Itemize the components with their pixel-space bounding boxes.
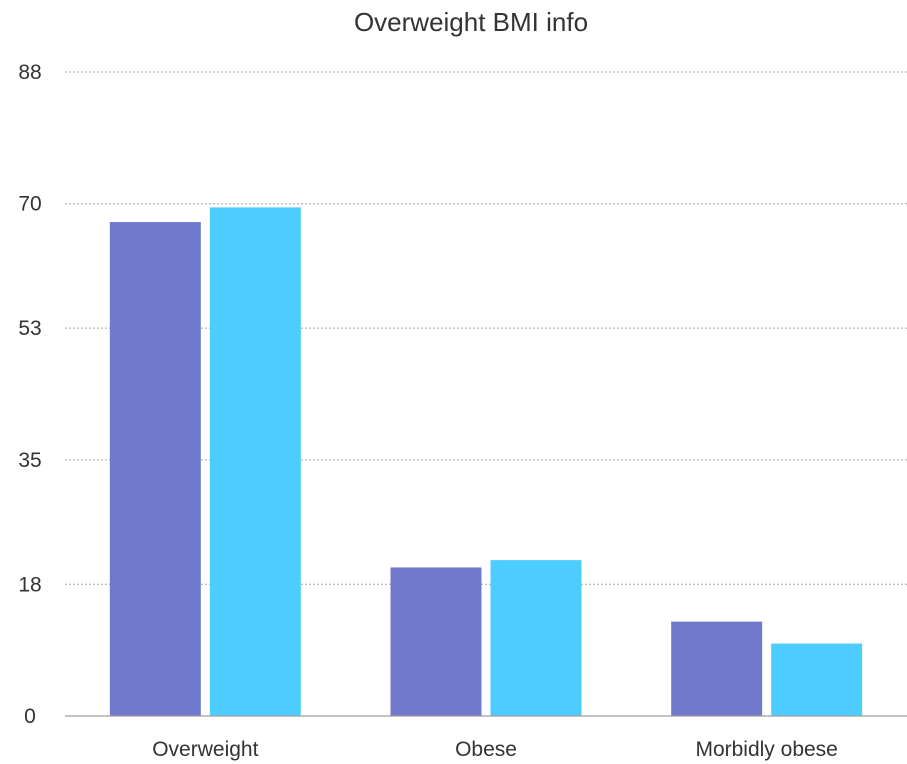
y-tick-label: 18 bbox=[18, 573, 41, 596]
y-axis-ticks: 0 18 35 53 70 88 bbox=[18, 61, 41, 728]
y-tick-label: 35 bbox=[18, 449, 41, 472]
bar-series-2-morbidly-obese bbox=[771, 643, 863, 716]
bars bbox=[109, 207, 863, 717]
x-tick-label: Obese bbox=[455, 738, 517, 761]
x-tick-label: Morbidly obese bbox=[695, 738, 837, 761]
bar-series-2-obese bbox=[490, 560, 582, 716]
y-tick-label: 70 bbox=[18, 193, 41, 216]
y-tick-label: 53 bbox=[18, 317, 41, 340]
y-tick-label: 0 bbox=[24, 705, 36, 728]
bar-series-2-overweight bbox=[209, 207, 301, 717]
x-axis-ticks: Overweight Obese Morbidly obese bbox=[152, 738, 838, 761]
chart-title: Overweight BMI info bbox=[354, 7, 588, 37]
gridlines bbox=[65, 71, 907, 585]
bar-series-1-obese bbox=[390, 567, 482, 716]
x-tick-label: Overweight bbox=[152, 738, 258, 761]
bar-series-1-overweight bbox=[109, 222, 201, 717]
y-tick-label: 88 bbox=[18, 61, 41, 84]
bar-series-1-morbidly-obese bbox=[671, 621, 763, 716]
